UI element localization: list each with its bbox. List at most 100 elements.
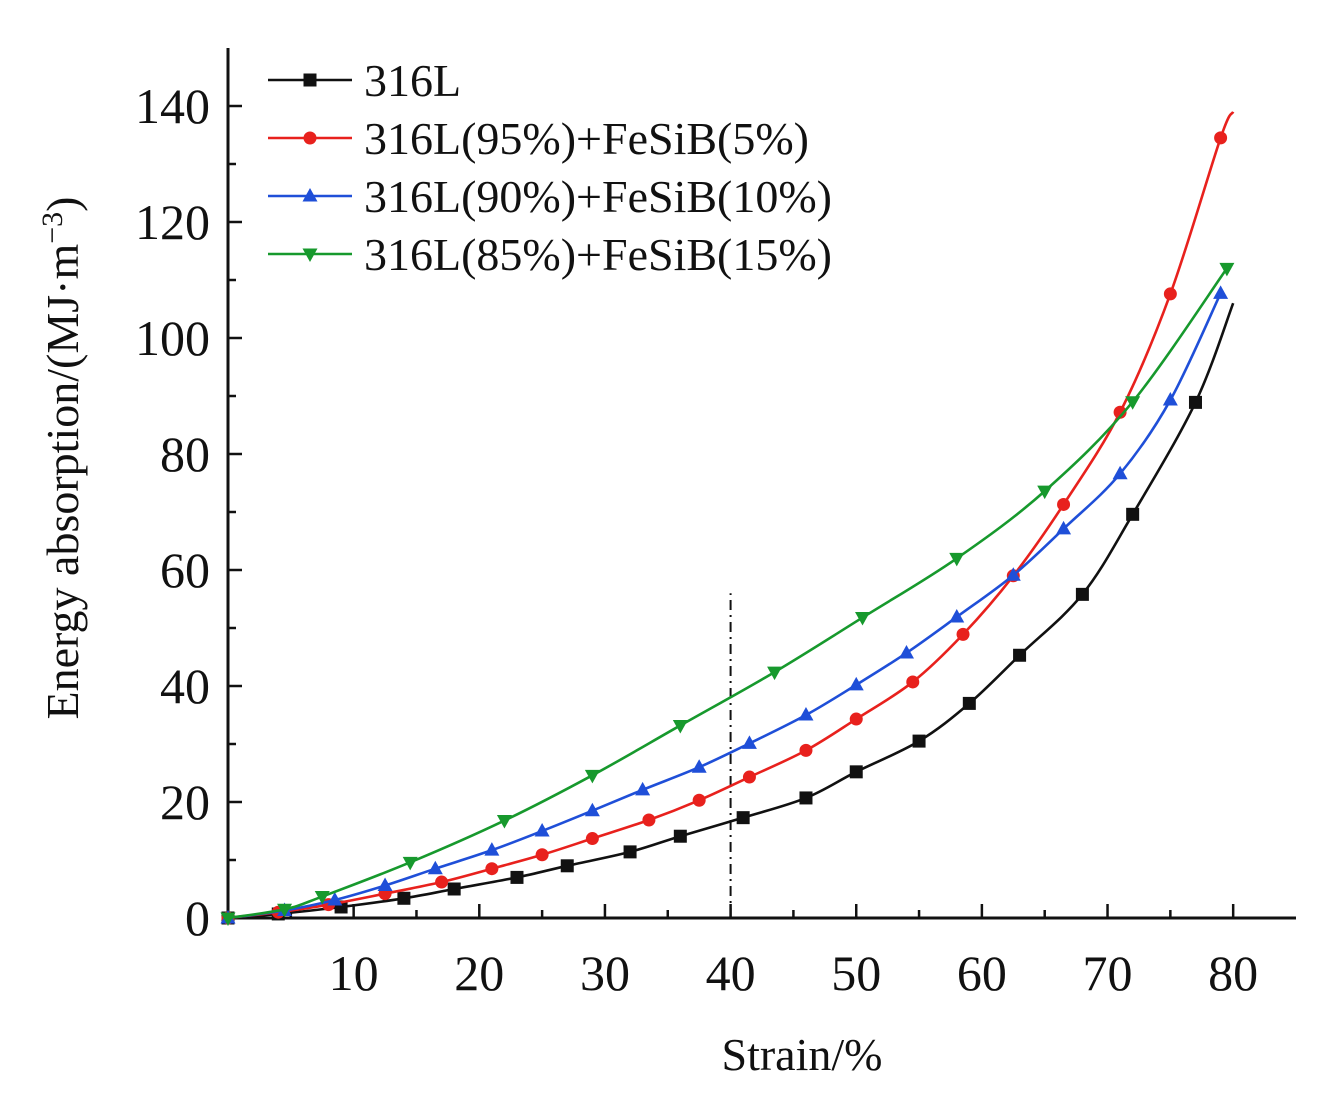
data-point [799, 743, 813, 757]
data-point [736, 811, 750, 825]
legend-swatch-marker [303, 73, 317, 87]
data-point [849, 712, 863, 726]
data-point [635, 781, 651, 796]
x-tick-label: 40 [706, 945, 756, 1001]
series-4 [220, 262, 1235, 926]
legend-label: 316L(90%)+FeSiB(10%) [364, 171, 832, 222]
data-point [1037, 485, 1053, 500]
legend-entry: 316L(90%)+FeSiB(10%) [268, 171, 832, 222]
data-point [1213, 285, 1229, 299]
data-point [220, 912, 236, 926]
data-point [1125, 396, 1141, 410]
legend-label: 316L(85%)+FeSiB(15%) [364, 229, 832, 280]
legend-swatch-marker [303, 131, 317, 145]
legend-label: 316L [364, 55, 461, 106]
y-axis-label-close: ) [37, 197, 88, 212]
data-point [1075, 587, 1089, 601]
data-point [534, 823, 550, 837]
data-point [427, 860, 443, 875]
data-point [798, 707, 814, 721]
x-tick-label: 10 [329, 945, 379, 1001]
data-point [1219, 262, 1235, 277]
y-tick-label: 120 [135, 194, 210, 250]
legend-entry: 316L(95%)+FeSiB(5%) [268, 113, 809, 164]
data-point [1056, 520, 1072, 535]
data-point [849, 765, 863, 779]
data-point [402, 856, 418, 871]
data-point [435, 875, 449, 889]
data-point [767, 666, 783, 681]
data-point [510, 870, 524, 884]
y-axis-label: Energy absorption/(MJ·m−3) [36, 197, 88, 720]
legend-swatch-marker [302, 188, 318, 202]
data-point [584, 802, 600, 817]
x-tick-label: 50 [831, 945, 881, 1001]
y-tick-label: 100 [135, 310, 210, 366]
data-point [1162, 392, 1178, 406]
data-point [1013, 648, 1027, 662]
axes: 0 20 40 60 80 100 120 140 10 20 30 40 50 60 70 80 [135, 48, 1296, 1001]
data-point [855, 612, 871, 626]
data-point [692, 793, 706, 807]
data-point [949, 552, 965, 567]
series-line [227, 267, 1228, 920]
y-axis-label-main: Energy absorption/(MJ·m [37, 244, 88, 720]
data-point [673, 829, 687, 843]
data-point [1112, 465, 1128, 480]
data-point [560, 859, 574, 873]
x-axis-label: Strain/% [722, 1029, 883, 1080]
data-point [1214, 131, 1228, 145]
data-point [585, 832, 599, 846]
x-tick-label: 80 [1208, 945, 1258, 1001]
data-point [1163, 287, 1177, 301]
y-tick-label: 20 [160, 774, 210, 830]
data-point [906, 675, 920, 689]
data-point [949, 608, 965, 623]
data-point [741, 735, 757, 749]
data-point [314, 891, 330, 905]
data-point [1005, 567, 1021, 581]
data-point [848, 676, 864, 691]
data-point [742, 770, 756, 784]
data-point [1057, 497, 1071, 511]
data-point [956, 627, 970, 641]
data-point [672, 719, 688, 734]
series-1 [221, 302, 1235, 925]
data-point [1126, 507, 1140, 521]
y-tick-label: 40 [160, 658, 210, 714]
data-point [691, 759, 707, 773]
data-point [327, 892, 343, 906]
y-axis-label-sup: −3 [36, 212, 69, 244]
data-point [377, 877, 393, 892]
legend-swatch-marker [302, 248, 318, 262]
data-point [623, 845, 637, 859]
legend: 316L 316L(95%)+FeSiB(5%) 316L(90%)+FeSiB(1… [268, 55, 832, 280]
data-point [277, 903, 293, 918]
y-tick-label: 140 [135, 78, 210, 134]
data-point [535, 848, 549, 862]
data-point [584, 769, 600, 784]
x-tick-label: 20 [454, 945, 504, 1001]
data-point [485, 862, 499, 876]
x-tick-label: 30 [580, 945, 630, 1001]
plot-area [220, 111, 1235, 926]
y-tick-label: 80 [160, 426, 210, 482]
data-point [496, 815, 512, 829]
x-tick-label: 60 [957, 945, 1007, 1001]
y-tick-label: 60 [160, 542, 210, 598]
series-line [227, 302, 1235, 920]
data-point [447, 882, 461, 896]
data-point [1113, 405, 1127, 419]
legend-entry: 316L(85%)+FeSiB(15%) [268, 229, 832, 280]
legend-entry: 316L [268, 55, 461, 106]
data-point [799, 791, 813, 805]
data-point [898, 644, 914, 659]
data-point [397, 891, 411, 905]
x-tick-label: 70 [1083, 945, 1133, 1001]
data-point [962, 696, 976, 710]
data-point [912, 734, 926, 748]
data-point [484, 842, 500, 856]
data-point [1188, 395, 1202, 409]
legend-label: 316L(95%)+FeSiB(5%) [364, 113, 809, 164]
